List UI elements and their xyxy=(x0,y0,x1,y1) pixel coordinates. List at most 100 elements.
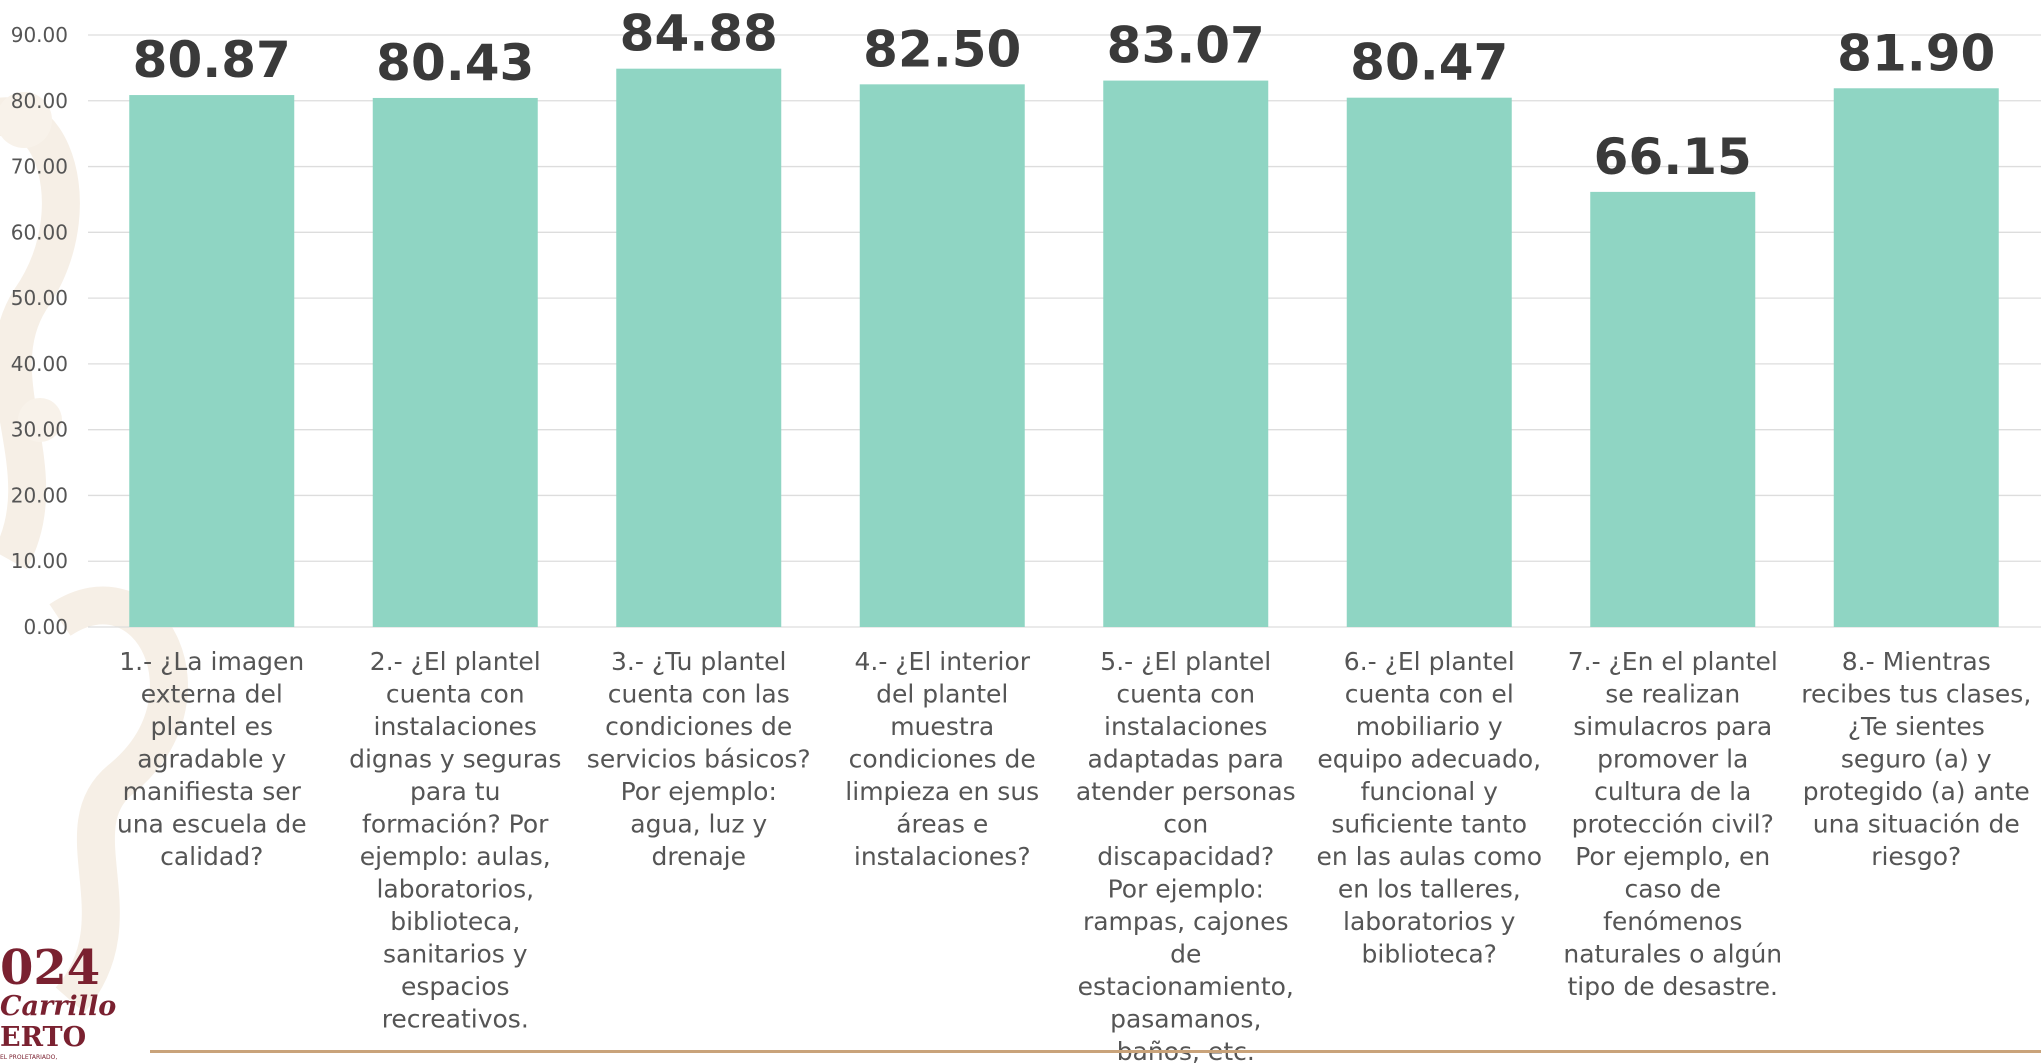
data-labels: 80.87 80.43 84.88 82.50 83.07 80.47 66.15 81.90 xyxy=(133,5,1996,186)
x-tick-label-line: servicios básicos? xyxy=(587,745,811,774)
x-tick-label-line: equipo adecuado, xyxy=(1317,745,1541,774)
x-tick-label-1: 1.- ¿La imagen externa del plantel es agrad… xyxy=(117,647,307,871)
y-tick-label: 50.00 xyxy=(11,286,68,310)
y-tick-label: 90.00 xyxy=(11,23,68,47)
x-tick-label-line: adaptadas para xyxy=(1088,745,1284,774)
bar-7 xyxy=(1590,191,1756,627)
x-tick-label-line: una escuela de xyxy=(117,810,307,839)
y-tick-label: 70.00 xyxy=(11,155,68,179)
x-tick-label-line: formación? Por xyxy=(362,810,549,839)
x-tick-label-line: limpieza en sus xyxy=(845,777,1039,806)
bar-5 xyxy=(1103,80,1269,628)
x-tick-label-line: cultura de la xyxy=(1594,777,1751,806)
x-tick-label-line: seguro (a) y xyxy=(1841,745,1992,774)
x-tick-label-2: 2.- ¿El plantel cuenta con instalaciones di… xyxy=(349,647,561,1034)
logo-name: Carrillo xyxy=(0,991,117,1022)
y-tick-label: 80.00 xyxy=(11,89,68,113)
x-tick-label-8: 8.- Mientras recibes tus clases, ¿Te sient… xyxy=(1801,647,2031,871)
x-tick-label-7: 7.- ¿En el plantel se realizan simulacros … xyxy=(1563,647,1782,1001)
x-tick-label-line: naturales o algún xyxy=(1563,940,1782,969)
x-tick-label-line: muestra xyxy=(890,712,994,741)
x-tick-label-line: recibes tus clases, xyxy=(1801,680,2031,709)
logo-year: 024 xyxy=(0,940,101,996)
bar-4 xyxy=(859,84,1025,628)
x-tick-label-4: 4.- ¿El interior del plantel muestra condic… xyxy=(845,647,1039,871)
bar-2 xyxy=(372,97,538,627)
x-tick-label-line: calidad? xyxy=(160,842,263,871)
x-tick-label-line: tipo de desastre. xyxy=(1567,972,1778,1001)
x-tick-label-line: instalaciones xyxy=(1104,712,1267,741)
x-tick-label-line: riesgo? xyxy=(1871,842,1961,871)
bar-6 xyxy=(1346,97,1512,628)
y-tick-label: 0.00 xyxy=(23,615,68,639)
x-tick-label-line: dignas y seguras xyxy=(349,745,561,774)
x-tick-label-line: de xyxy=(1170,940,1201,969)
y-axis-ticks: 0.00 10.00 20.00 30.00 40.00 50.00 60.00 70.00 8… xyxy=(11,23,68,639)
footer-divider xyxy=(150,1050,2041,1053)
data-label-5: 83.07 xyxy=(1107,17,1265,75)
x-tick-label-5: 5.- ¿El plantel cuenta con instalaciones ad… xyxy=(1076,647,1296,1063)
bar-3 xyxy=(616,68,782,627)
x-tick-label-line: protegido (a) ante xyxy=(1803,777,2030,806)
x-tick-label-line: promover la xyxy=(1597,745,1748,774)
x-tick-label-line: rampas, cajones xyxy=(1083,907,1289,936)
x-tick-label-line: se realizan xyxy=(1605,680,1740,709)
x-tick-label-line: laboratorios, xyxy=(376,875,534,904)
y-tick-label: 30.00 xyxy=(11,418,68,442)
x-tick-label-line: mobiliario y xyxy=(1356,712,1503,741)
bars xyxy=(129,68,1999,628)
data-label-4: 82.50 xyxy=(863,20,1021,78)
x-tick-label-line: estacionamiento, xyxy=(1078,972,1294,1001)
bar-1 xyxy=(129,95,295,627)
x-tick-label-line: biblioteca, xyxy=(390,907,520,936)
data-label-6: 80.47 xyxy=(1350,34,1508,92)
x-tick-label-6: 6.- ¿El plantel cuenta con el mobiliario y… xyxy=(1316,647,1542,969)
data-label-1: 80.87 xyxy=(133,31,291,89)
x-tick-label-line: en las aulas como xyxy=(1316,842,1542,871)
x-tick-label-line: plantel es xyxy=(151,712,273,741)
x-tick-label-line: 7.- ¿En el plantel xyxy=(1568,647,1778,676)
x-tick-label-line: del plantel xyxy=(876,680,1008,709)
y-tick-label: 40.00 xyxy=(11,352,68,376)
x-tick-label-line: 5.- ¿El plantel xyxy=(1100,647,1271,676)
x-tick-label-line: caso de xyxy=(1624,875,1721,904)
x-tick-label-3: 3.- ¿Tu plantel cuenta con las condiciones… xyxy=(587,647,811,871)
x-tick-label-line: para tu xyxy=(410,777,500,806)
x-tick-label-line: agua, luz y xyxy=(630,810,767,839)
y-tick-label: 20.00 xyxy=(11,483,68,507)
data-label-8: 81.90 xyxy=(1837,24,1995,82)
x-tick-label-line: 4.- ¿El interior xyxy=(854,647,1030,676)
data-label-2: 80.43 xyxy=(376,34,534,92)
x-tick-label-line: 3.- ¿Tu plantel xyxy=(611,647,786,676)
x-tick-label-line: drenaje xyxy=(652,842,746,871)
logo: 024 Carrillo ERTO EL PROLETARIADO, xyxy=(0,940,116,1063)
x-tick-label-line: 8.- Mientras xyxy=(1842,647,1991,676)
x-tick-label-line: suficiente tanto xyxy=(1331,810,1527,839)
logo-subtitle: ERTO xyxy=(0,1022,87,1053)
data-label-7: 66.15 xyxy=(1594,128,1752,186)
y-tick-label: 10.00 xyxy=(11,549,68,573)
x-tick-label-line: 1.- ¿La imagen xyxy=(119,647,304,676)
x-tick-label-line: instalaciones xyxy=(374,712,537,741)
x-tick-label-line: cuenta con el xyxy=(1345,680,1514,709)
x-tick-label-line: manifiesta ser xyxy=(123,777,302,806)
x-tick-label-line: espacios xyxy=(401,972,510,1001)
x-tick-label-line: agradable y xyxy=(137,745,286,774)
x-tick-label-line: condiciones de xyxy=(849,745,1036,774)
x-tick-label-line: en los talleres, xyxy=(1338,875,1521,904)
bar-8 xyxy=(1833,88,1999,627)
x-tick-label-line: instalaciones? xyxy=(854,842,1031,871)
logo-tagline: EL PROLETARIADO, xyxy=(0,1054,58,1061)
x-tick-label-line: condiciones de xyxy=(605,712,792,741)
x-tick-label-line: 6.- ¿El plantel xyxy=(1344,647,1515,676)
x-tick-label-line: una situación de xyxy=(1813,810,2020,839)
x-tick-label-line: pasamanos, xyxy=(1110,1005,1261,1034)
x-tick-label-line: sanitarios y xyxy=(383,940,528,969)
x-tick-label-line: cuenta con las xyxy=(608,680,790,709)
x-tick-label-line: atender personas xyxy=(1076,777,1296,806)
x-tick-label-line: recreativos. xyxy=(382,1005,529,1034)
x-tick-label-line: Por ejemplo: xyxy=(1108,875,1264,904)
x-tick-label-line: discapacidad? xyxy=(1097,842,1274,871)
y-tick-label: 60.00 xyxy=(11,220,68,244)
